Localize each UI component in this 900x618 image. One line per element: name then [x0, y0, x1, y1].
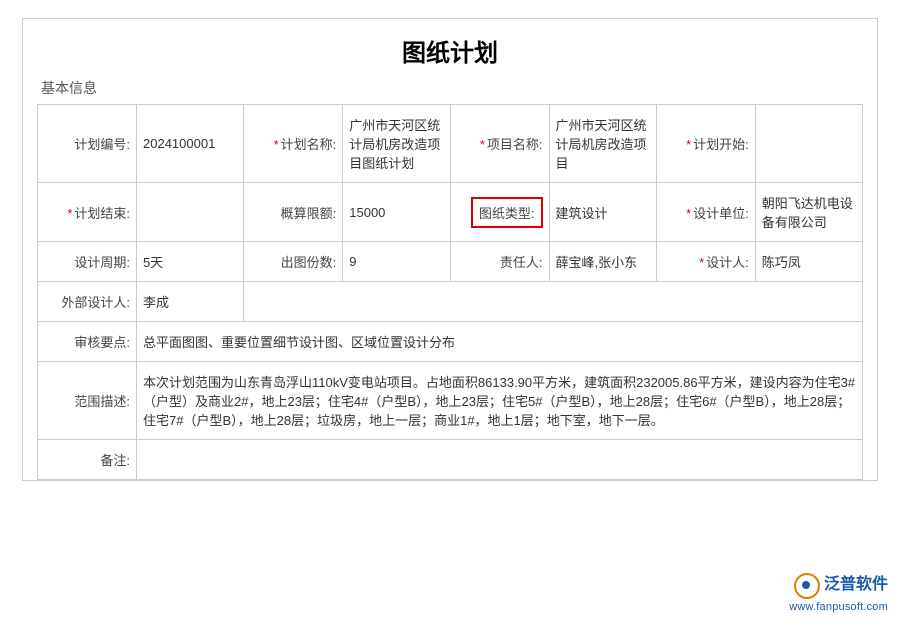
page-title: 图纸计划 [37, 33, 863, 68]
table-row: 设计周期:5天出图份数:9责任人:薛宝峰,张小东*设计人:陈巧凤 [38, 242, 863, 282]
field-value: 陈巧凤 [755, 242, 862, 282]
table-row: 范围描述:本次计划范围为山东青岛浮山110kV变电站项目。占地面积86133.9… [38, 362, 863, 440]
field-label: 备注: [38, 440, 137, 480]
field-label: 审核要点: [38, 322, 137, 362]
field-label: *设计单位: [656, 183, 755, 242]
brand-url: www.fanpusoft.com [789, 601, 888, 613]
field-value: 广州市天河区统计局机房改造项目图纸计划 [343, 105, 450, 183]
field-value: 2024100001 [137, 105, 244, 183]
table-row: 计划编号:2024100001*计划名称:广州市天河区统计局机房改造项目图纸计划… [38, 105, 863, 183]
field-label: 外部设计人: [38, 282, 137, 322]
logo-icon [794, 573, 820, 599]
field-label: 范围描述: [38, 362, 137, 440]
table-row: 审核要点:总平面图图、重要位置细节设计图、区域位置设计分布 [38, 322, 863, 362]
field-label: *设计人: [656, 242, 755, 282]
field-label: 出图份数: [244, 242, 343, 282]
brand-name: 泛普软件 [824, 576, 888, 593]
info-table: 计划编号:2024100001*计划名称:广州市天河区统计局机房改造项目图纸计划… [37, 104, 863, 480]
field-value: 9 [343, 242, 450, 282]
field-value [137, 183, 244, 242]
field-value: 本次计划范围为山东青岛浮山110kV变电站项目。占地面积86133.90平方米，… [137, 362, 863, 440]
table-row: *计划结束: 概算限额:15000 图纸类型:建筑设计*设计单位:朝阳飞达机电设备有… [38, 183, 863, 242]
field-value: 建筑设计 [549, 183, 656, 242]
form-frame: 图纸计划 基本信息 计划编号:2024100001*计划名称:广州市天河区统计局… [22, 18, 878, 481]
field-value: 总平面图图、重要位置细节设计图、区域位置设计分布 [137, 322, 863, 362]
table-row: 外部设计人:李成 [38, 282, 863, 322]
field-value: 薛宝峰,张小东 [549, 242, 656, 282]
field-label: 设计周期: [38, 242, 137, 282]
field-value: 15000 [343, 183, 450, 242]
section-title: 基本信息 [41, 78, 863, 98]
field-value: 李成 [137, 282, 244, 322]
field-value: 5天 [137, 242, 244, 282]
field-value [755, 105, 862, 183]
table-row: 备注: [38, 440, 863, 480]
field-label: *项目名称: [450, 105, 549, 183]
field-label: 图纸类型: [450, 183, 549, 242]
field-label: 概算限额: [244, 183, 343, 242]
field-value: 朝阳飞达机电设备有限公司 [755, 183, 862, 242]
field-label: *计划名称: [244, 105, 343, 183]
field-label: 责任人: [450, 242, 549, 282]
field-label: 计划编号: [38, 105, 137, 183]
field-label: *计划结束: [38, 183, 137, 242]
field-value [137, 440, 863, 480]
empty-cell [244, 282, 863, 322]
field-value: 广州市天河区统计局机房改造项目 [549, 105, 656, 183]
brand-logo: 泛普软件 www.fanpusoft.com [789, 573, 888, 614]
field-label: *计划开始: [656, 105, 755, 183]
highlight-box: 图纸类型: [471, 197, 543, 228]
